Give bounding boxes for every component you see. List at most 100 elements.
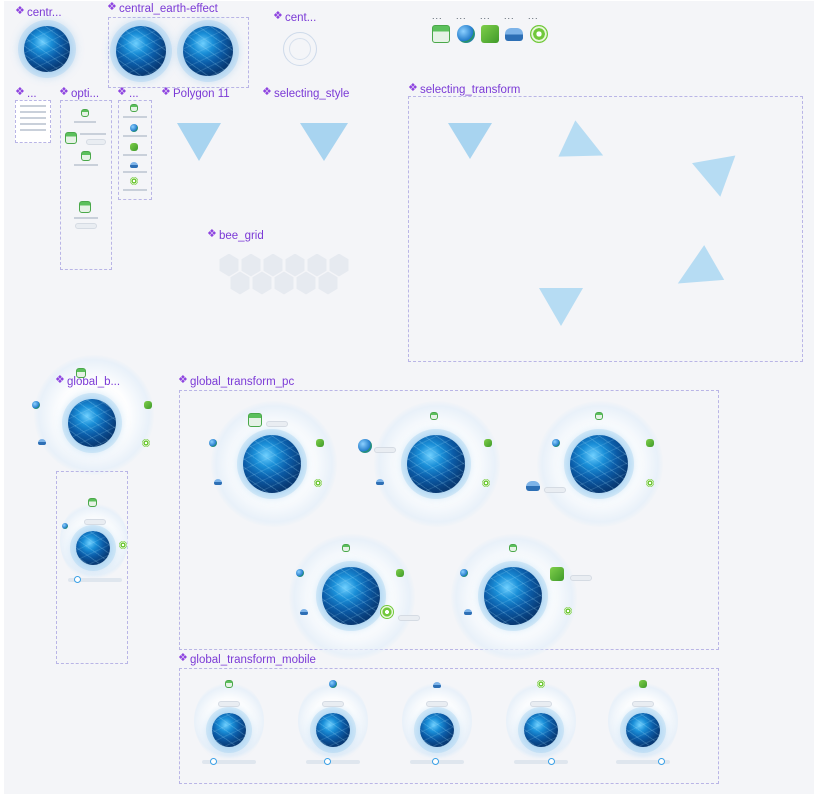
global-b-mobile-frame[interactable]	[56, 471, 128, 664]
icon-label: ...	[432, 11, 443, 21]
option-line	[80, 133, 106, 135]
icon-label: ...	[456, 11, 467, 21]
option-chip[interactable]	[398, 615, 420, 621]
component-label-bee-grid[interactable]: bee_grid	[207, 227, 264, 243]
slider-knob[interactable]	[324, 758, 331, 765]
earth-globe[interactable]	[484, 567, 542, 625]
component-label-selecting-transform[interactable]: selecting_transform	[408, 81, 521, 97]
scale-slider[interactable]	[68, 576, 122, 583]
slider-knob[interactable]	[658, 758, 665, 765]
option-list-frame[interactable]	[15, 100, 51, 143]
label-text: cent...	[285, 12, 317, 24]
earth-icon[interactable]	[457, 25, 475, 43]
option-line	[123, 116, 147, 118]
earth-globe[interactable]	[68, 399, 116, 447]
option-chip[interactable]	[218, 701, 240, 707]
earth-globe[interactable]	[322, 567, 380, 625]
option-chip[interactable]	[544, 487, 566, 493]
option-frame[interactable]	[60, 100, 112, 270]
earth-globe[interactable]	[243, 435, 301, 493]
component-label-global-b[interactable]: global_b...	[55, 373, 120, 389]
list-line	[20, 105, 46, 107]
global-transform-mobile-frame[interactable]	[179, 668, 719, 784]
component-label-cent[interactable]: cent...	[273, 9, 317, 25]
option-chip[interactable]	[75, 223, 97, 229]
earth-globe[interactable]	[316, 713, 350, 747]
earth-globe[interactable]	[24, 26, 70, 72]
component-label-opti[interactable]: opti...	[59, 85, 99, 101]
global-transform-pc-frame[interactable]	[179, 390, 719, 650]
slider-knob[interactable]	[74, 576, 81, 583]
earth-icon	[209, 439, 217, 447]
selecting-style-triangle[interactable]	[300, 123, 348, 161]
component-icon	[207, 227, 217, 241]
shopping-bag-icon[interactable]	[481, 25, 499, 43]
scale-slider[interactable]	[202, 758, 256, 765]
earth-globe[interactable]	[570, 435, 628, 493]
slider-knob[interactable]	[548, 758, 555, 765]
component-label-global-transform-pc[interactable]: global_transform_pc	[178, 373, 294, 389]
selecting-transform-frame[interactable]	[408, 96, 803, 362]
component-label-dots-1[interactable]: ...	[15, 85, 37, 101]
earth-globe[interactable]	[407, 435, 465, 493]
earth-globe[interactable]	[420, 713, 454, 747]
earth-globe	[76, 531, 110, 565]
option-chip[interactable]	[632, 701, 654, 707]
calendar-icon	[81, 151, 91, 161]
car-icon	[464, 609, 472, 615]
slider-knob[interactable]	[210, 758, 217, 765]
label-text: ...	[27, 88, 37, 100]
option-chip[interactable]	[530, 701, 552, 707]
component-label-selecting-style[interactable]: selecting_style	[262, 85, 349, 101]
scale-slider[interactable]	[410, 758, 464, 765]
icon-label: ...	[528, 11, 539, 21]
calendar-icon	[248, 413, 262, 427]
earth-icon	[130, 124, 138, 132]
slider-knob[interactable]	[432, 758, 439, 765]
target-icon[interactable]	[530, 25, 548, 43]
option-chip[interactable]	[374, 447, 396, 453]
option-chip[interactable]	[570, 575, 592, 581]
label-text: selecting_transform	[420, 84, 521, 96]
icon-list-frame[interactable]	[118, 100, 152, 200]
scale-slider[interactable]	[306, 758, 360, 765]
shopping-bag-icon	[130, 143, 138, 151]
calendar-icon[interactable]	[432, 25, 450, 43]
component-label-polygon-11[interactable]: Polygon 11	[161, 85, 230, 101]
target-icon	[380, 605, 394, 619]
ghost-ring[interactable]	[283, 32, 317, 66]
earth-globe[interactable]	[212, 713, 246, 747]
component-icon	[117, 85, 127, 99]
car-icon[interactable]	[505, 28, 523, 41]
scale-slider[interactable]	[616, 758, 670, 765]
option-chip[interactable]	[322, 701, 344, 707]
component-label-centr[interactable]: centr...	[15, 4, 62, 20]
option-chip[interactable]	[86, 139, 106, 145]
ghost-ring-inner	[289, 38, 311, 60]
component-icon	[408, 81, 418, 95]
component-label-dots-2[interactable]: ...	[117, 85, 139, 101]
bee-grid-pattern[interactable]	[209, 249, 364, 307]
component-label-central-earth-effect[interactable]: central_earth-effect	[107, 1, 218, 16]
earth-globe[interactable]	[626, 713, 660, 747]
component-icon	[178, 651, 188, 665]
central-earth-effect-frame[interactable]	[108, 17, 249, 88]
earth-icon	[32, 401, 40, 409]
option-chip[interactable]	[84, 519, 106, 525]
car-icon	[38, 439, 46, 445]
polygon-triangle[interactable]	[177, 123, 221, 161]
car-icon	[526, 481, 540, 491]
option-chip[interactable]	[426, 701, 448, 707]
calendar-icon	[342, 544, 350, 552]
scale-slider[interactable]	[514, 758, 568, 765]
option-list-lines	[20, 105, 46, 131]
calendar-icon	[595, 412, 603, 420]
target-icon	[314, 479, 322, 487]
component-icon	[161, 85, 171, 99]
component-label-global-transform-mobile[interactable]: global_transform_mobile	[178, 651, 316, 667]
transform-triangle	[448, 123, 492, 159]
earth-globe[interactable]	[524, 713, 558, 747]
option-chip[interactable]	[266, 421, 288, 427]
option-line	[74, 164, 98, 166]
label-text: ...	[129, 88, 139, 100]
